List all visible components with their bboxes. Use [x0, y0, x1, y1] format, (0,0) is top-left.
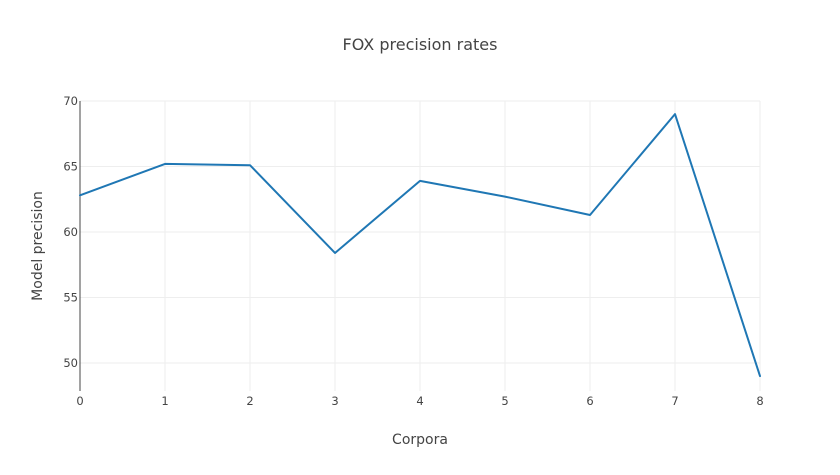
- y-tick-label: 65: [63, 160, 78, 174]
- x-tick-label: 8: [756, 394, 763, 408]
- x-tick-label: 7: [671, 394, 678, 408]
- y-tick-label: 60: [63, 225, 78, 239]
- y-tick-label: 55: [63, 291, 78, 305]
- gridlines: [79, 100, 761, 391]
- x-tick-label: 6: [586, 394, 593, 408]
- x-axis-title: Corpora: [392, 432, 448, 448]
- x-tick-label: 0: [76, 394, 83, 408]
- y-tick-label: 50: [63, 356, 78, 370]
- x-tick-label: 4: [416, 394, 423, 408]
- x-tick-label: 2: [246, 394, 253, 408]
- chart-title: FOX precision rates: [343, 35, 498, 54]
- tick-labels: 0 1 2 3 4 5 6 7 8 50 55 60 65 70: [63, 94, 763, 408]
- series-line: [79, 113, 761, 378]
- x-tick-label: 1: [161, 394, 168, 408]
- y-tick-label: 70: [63, 94, 78, 108]
- series-layer: [79, 113, 761, 378]
- x-tick-label: 3: [331, 394, 338, 408]
- x-tick-label: 5: [501, 394, 508, 408]
- y-axis-title: Model precision: [30, 191, 46, 301]
